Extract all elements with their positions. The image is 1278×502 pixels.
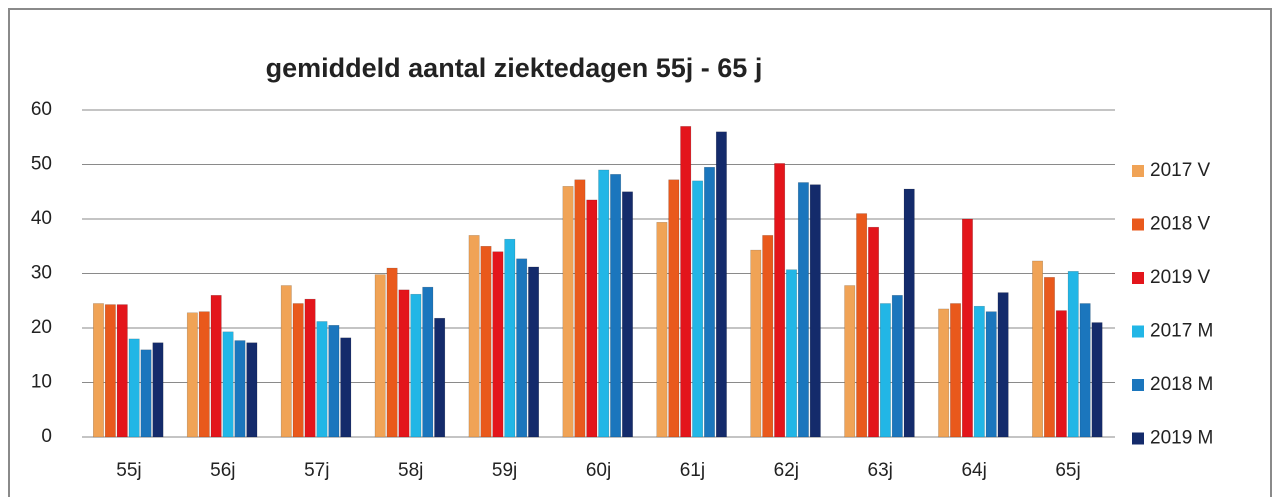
x-tick-label: 65j (1055, 460, 1080, 481)
bar (704, 166, 715, 438)
bar (586, 199, 598, 438)
bar (562, 186, 574, 438)
bar (938, 308, 950, 438)
bar (480, 246, 492, 438)
bar (210, 295, 222, 438)
x-tick-label: 60j (586, 460, 611, 481)
bar (1044, 277, 1055, 438)
y-tick-label: 60 (31, 99, 52, 120)
bar (434, 317, 446, 438)
bar (844, 285, 856, 438)
bar (797, 182, 809, 438)
bar (1091, 322, 1103, 438)
bar (340, 337, 352, 438)
bar (809, 184, 821, 438)
bar (574, 179, 586, 438)
bar (504, 238, 516, 438)
bar (656, 222, 668, 438)
bar (128, 338, 140, 438)
bar (528, 266, 540, 438)
x-tick-label: 62j (774, 460, 799, 481)
x-tick-label: 57j (304, 460, 329, 481)
bar (668, 179, 680, 438)
bar (186, 312, 198, 438)
bar (104, 304, 116, 438)
x-tick-label: 55j (116, 460, 141, 481)
y-tick-label: 50 (31, 154, 52, 175)
bar (950, 303, 961, 438)
bar (622, 191, 633, 438)
legend-label: 2018 V (1150, 214, 1211, 235)
bar (280, 285, 292, 438)
bar (516, 258, 528, 438)
bar (750, 249, 762, 438)
bar (903, 188, 915, 438)
y-tick-label: 40 (31, 208, 52, 229)
bar (879, 303, 891, 438)
x-tick-label: 61j (680, 460, 705, 481)
legend-swatch (1132, 379, 1144, 391)
legend-swatch (1132, 218, 1144, 231)
bar (398, 289, 410, 438)
bar (680, 126, 692, 438)
y-tick-label: 0 (41, 426, 52, 447)
bar (985, 311, 997, 438)
bar (856, 213, 868, 438)
bar (973, 305, 985, 438)
legend-swatch (1132, 432, 1144, 445)
bar (152, 342, 164, 438)
legend-label: 2017 V (1150, 160, 1211, 181)
bar (961, 218, 973, 438)
chart-title: gemiddeld aantal ziektedagen 55j - 65 j (266, 53, 763, 83)
bar (116, 304, 128, 438)
legend-swatch (1132, 325, 1144, 338)
bar (1079, 303, 1091, 438)
bar (492, 251, 504, 438)
bar (386, 267, 398, 438)
bar (304, 298, 316, 438)
y-tick-label: 10 (31, 372, 52, 393)
bar (292, 303, 304, 438)
x-tick-label: 58j (398, 460, 423, 481)
legend-label: 2018 M (1150, 374, 1213, 395)
bar (246, 342, 258, 438)
bar (762, 235, 774, 438)
bar (692, 180, 704, 438)
bar (234, 340, 246, 438)
bar (468, 235, 480, 438)
legend-swatch (1132, 272, 1144, 284)
bar (374, 274, 386, 438)
bar (1032, 260, 1044, 438)
bar (328, 325, 340, 438)
bar (868, 226, 879, 438)
bar (198, 311, 210, 438)
bar (598, 169, 610, 438)
bar (93, 303, 104, 438)
bar (1055, 310, 1067, 438)
bar (715, 131, 727, 438)
bar (410, 293, 422, 438)
bar (422, 286, 434, 438)
x-tick-label: 64j (961, 460, 986, 481)
bar (774, 163, 786, 438)
legend-label: 2019 M (1150, 428, 1213, 449)
legend-label: 2019 V (1150, 267, 1211, 288)
legend-swatch (1132, 165, 1144, 177)
bar (316, 321, 328, 438)
legend-label: 2017 M (1150, 321, 1213, 342)
bar (1067, 271, 1079, 438)
bar (140, 349, 152, 438)
x-tick-label: 56j (210, 460, 235, 481)
y-tick-label: 30 (31, 263, 52, 284)
bar (997, 292, 1009, 438)
y-tick-label: 20 (31, 317, 52, 338)
bar (222, 331, 234, 438)
bar (786, 269, 797, 438)
bar (610, 174, 622, 438)
x-tick-label: 59j (492, 460, 517, 481)
x-tick-label: 63j (868, 460, 893, 481)
bar (891, 295, 903, 438)
